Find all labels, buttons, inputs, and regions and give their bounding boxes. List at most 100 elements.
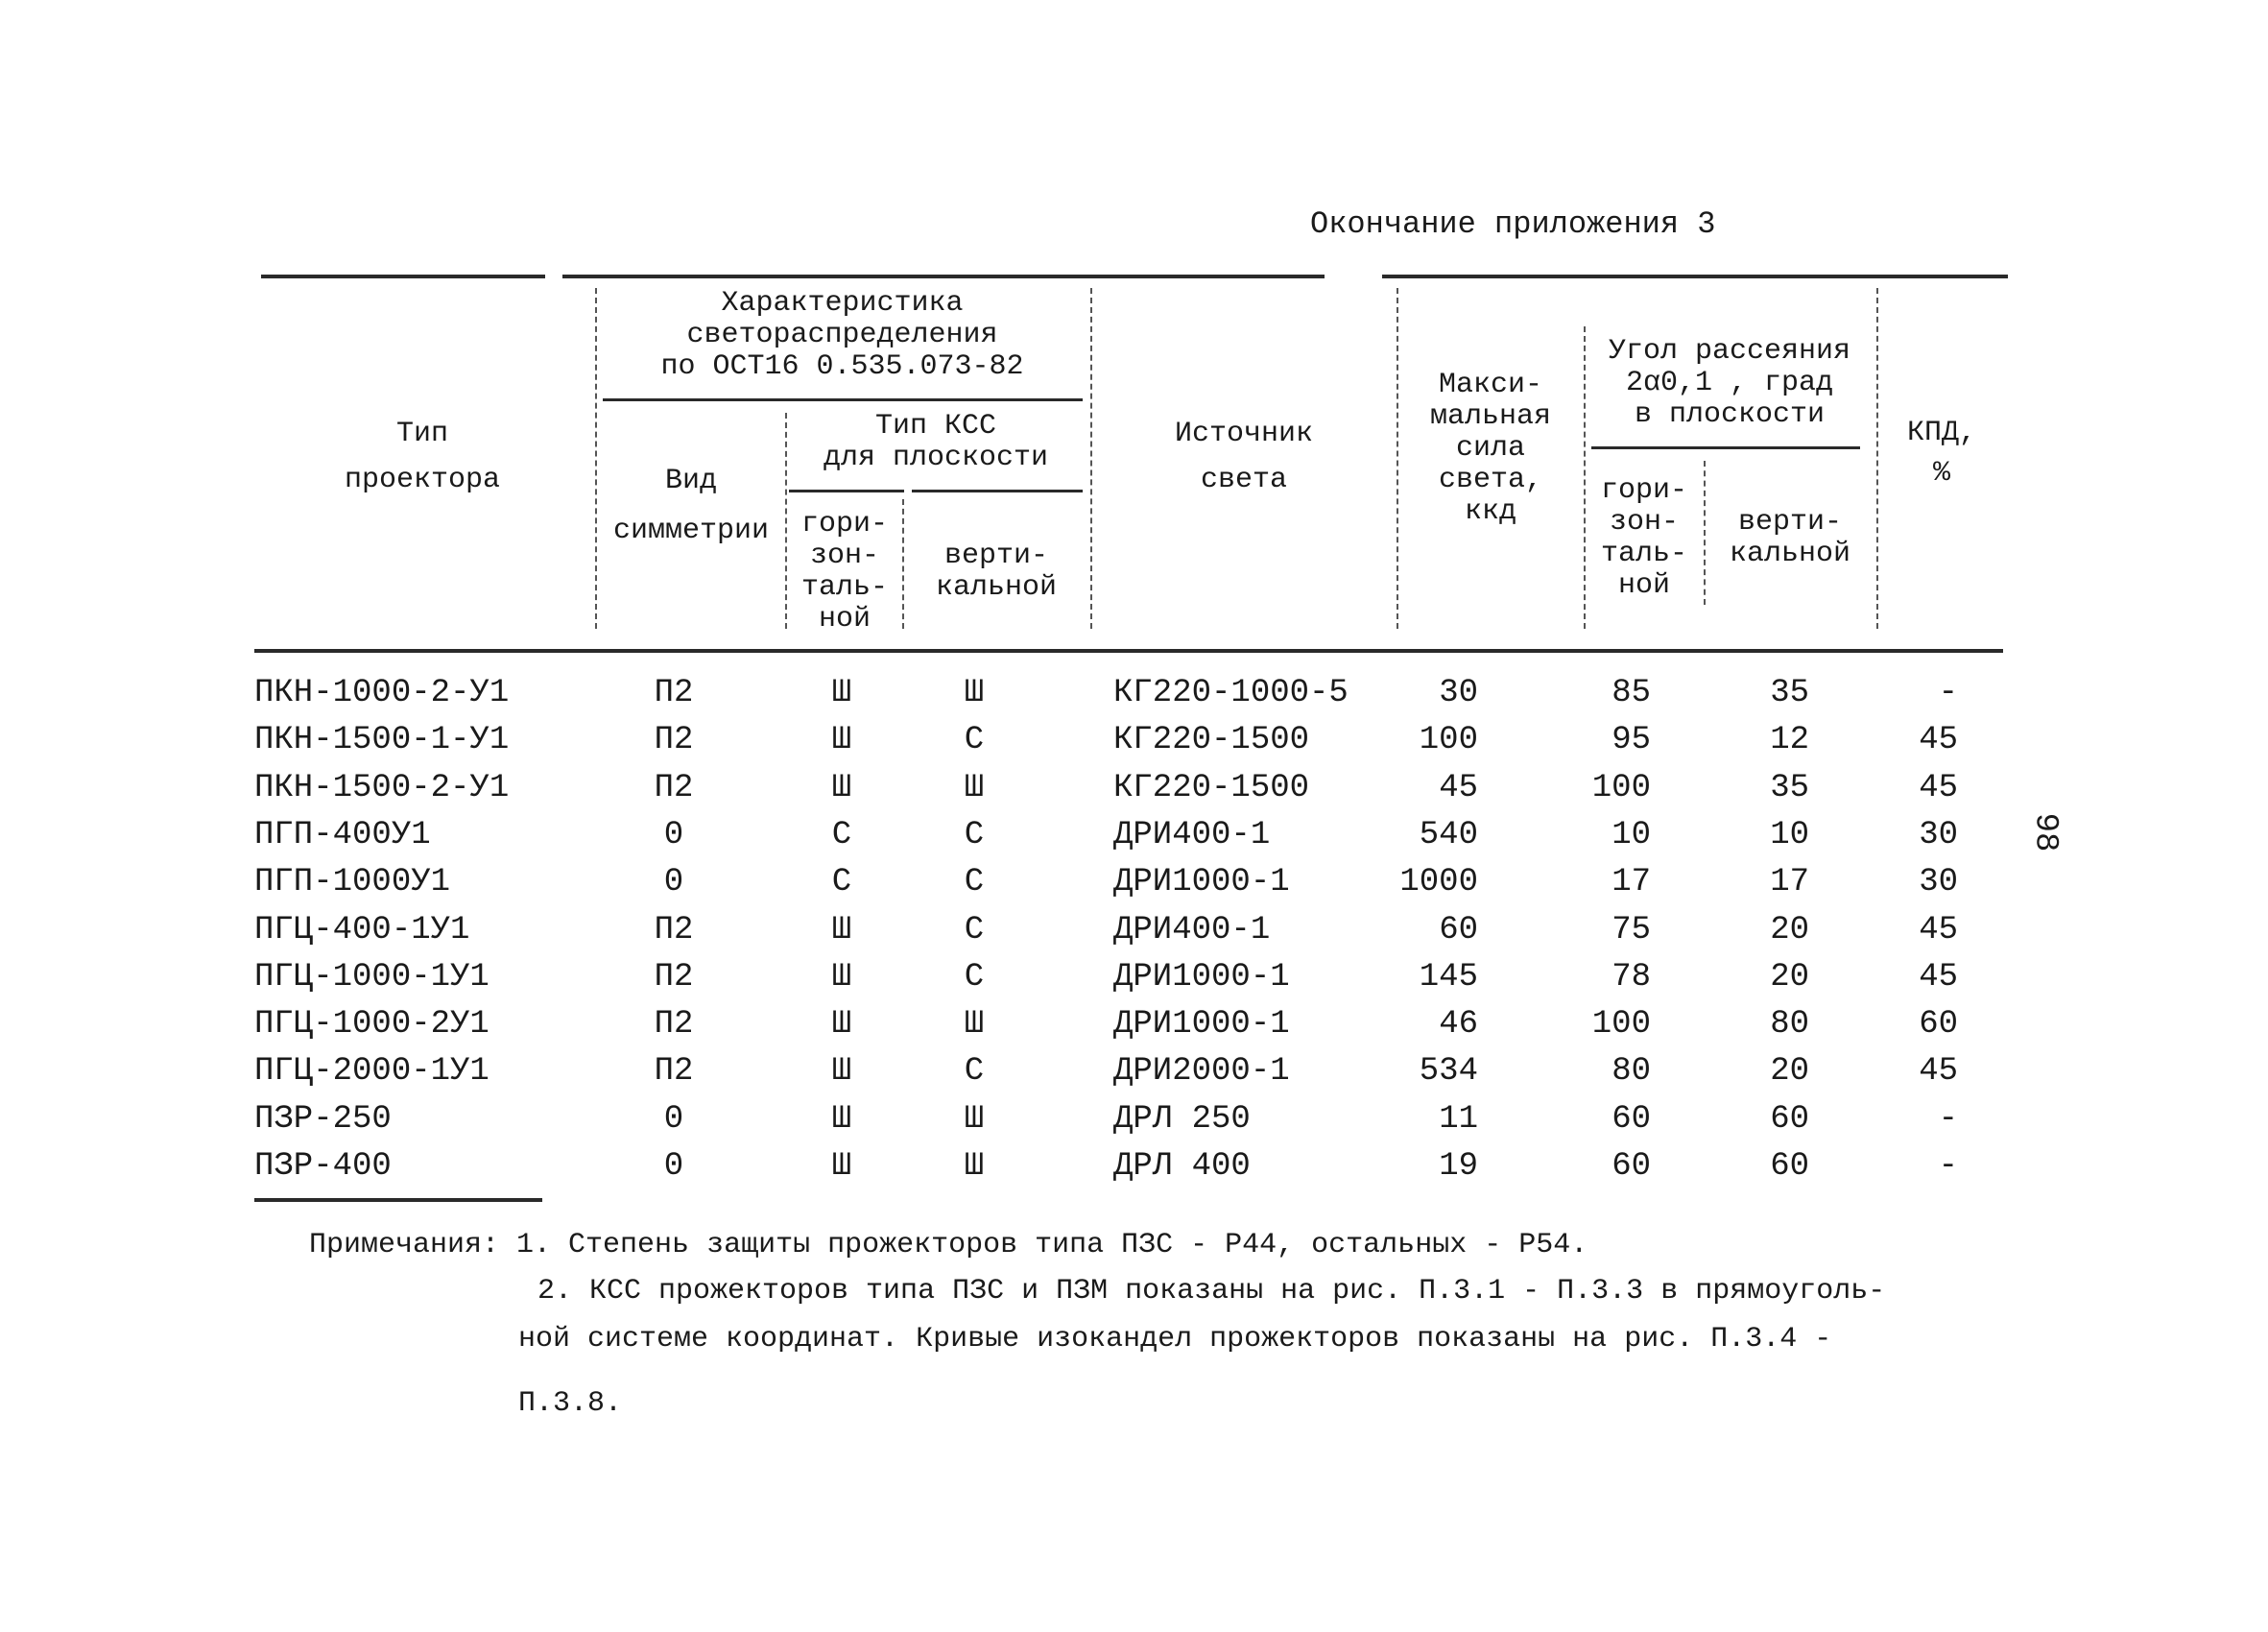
cell-source: КГ220-1500 <box>1113 769 1310 806</box>
cell-source: ДРИ400-1 <box>1113 816 1271 853</box>
cell-kss-v: Ш <box>964 1100 985 1138</box>
cell-source: ДРЛ 250 <box>1113 1100 1251 1138</box>
cell-source: ДРИ400-1 <box>1113 911 1271 948</box>
top-rule <box>261 275 545 278</box>
cell-max: 60 <box>1439 911 1478 948</box>
cell-angle-v: 10 <box>1770 816 1809 853</box>
cell-angle-h: 10 <box>1611 816 1651 853</box>
cell-source: ДРИ1000-1 <box>1113 958 1290 996</box>
cell-max: 46 <box>1439 1006 1478 1044</box>
header-kss-horizontal: гори- зон- таль- ной <box>787 509 902 636</box>
header-line: 2α0,1 , град <box>1625 367 1834 399</box>
cell-symmetry: П2 <box>654 958 694 996</box>
cell-angle-h: 60 <box>1611 1100 1651 1138</box>
cell-symmetry: П2 <box>654 722 694 759</box>
top-rule <box>562 275 1325 278</box>
cell-kpd: 45 <box>1919 769 1958 806</box>
cell-source: ДРИ1000-1 <box>1113 864 1290 901</box>
header-line: симметрии <box>612 515 770 547</box>
cell-kpd: 45 <box>1919 1053 1958 1091</box>
cell-angle-v: 60 <box>1770 1100 1809 1138</box>
header-line: зон- <box>809 540 879 572</box>
cell-kpd: 45 <box>1919 911 1958 948</box>
header-line: ной <box>1617 569 1670 602</box>
column-separator <box>785 413 787 629</box>
cell-angle-h: 85 <box>1611 675 1651 711</box>
page-number: 98 <box>2026 812 2064 852</box>
cell-kss-h: С <box>831 864 852 901</box>
header-line: сила <box>1455 432 1525 465</box>
header-line: кальной <box>935 571 1058 604</box>
header-symmetry: Вид симметрии <box>597 456 785 556</box>
cell-kss-h: Ш <box>831 675 852 711</box>
cell-kss-v: С <box>964 722 985 759</box>
header-line: светораспределения <box>686 319 998 351</box>
cell-angle-v: 20 <box>1770 1053 1809 1091</box>
cell-kss-v: Ш <box>964 675 985 711</box>
cell-kss-v: С <box>964 816 985 853</box>
cell-kss-v: С <box>964 1053 985 1091</box>
cell-symmetry: П2 <box>654 1006 694 1044</box>
cell-kss-v: Ш <box>964 1148 985 1185</box>
header-line: верти- <box>943 540 1049 572</box>
cell-symmetry: 0 <box>663 864 684 901</box>
cell-kss-h: Ш <box>831 1053 852 1091</box>
header-line: % <box>1932 457 1950 490</box>
header-line: Вид <box>664 465 717 497</box>
cell-angle-v: 80 <box>1770 1006 1809 1044</box>
column-separator <box>1876 288 1878 629</box>
cell-kss-v: С <box>964 911 985 948</box>
cell-type: ПКН-1500-2-У1 <box>254 769 510 806</box>
column-separator <box>1584 326 1586 629</box>
cell-kpd: - <box>1938 1100 1958 1138</box>
cell-kss-h: Ш <box>831 1100 852 1138</box>
cell-kpd: 30 <box>1919 816 1958 853</box>
cell-type: ПГЦ-1000-1У1 <box>254 958 489 996</box>
cell-kss-v: Ш <box>964 1006 985 1044</box>
cell-type: ПГП-1000У1 <box>254 864 451 901</box>
cell-symmetry: 0 <box>663 1148 684 1185</box>
top-rule <box>1382 275 2008 278</box>
cell-angle-v: 60 <box>1770 1148 1809 1185</box>
cell-angle-h: 78 <box>1611 958 1651 996</box>
cell-kss-h: Ш <box>831 958 852 996</box>
cell-angle-h: 75 <box>1611 911 1651 948</box>
cell-angle-v: 35 <box>1770 675 1809 711</box>
note-line-4: П.3.8. <box>518 1387 623 1420</box>
cell-kss-v: Ш <box>964 769 985 806</box>
cell-kpd: 45 <box>1919 722 1958 759</box>
cell-source: ДРИ2000-1 <box>1113 1053 1290 1091</box>
header-subrule <box>912 490 1083 492</box>
cell-angle-v: 20 <box>1770 911 1809 948</box>
cell-source: КГ220-1500 <box>1113 722 1310 759</box>
cell-max: 534 <box>1419 1053 1478 1091</box>
header-line: мальная <box>1429 400 1552 433</box>
header-efficiency: КПД, % <box>1879 413 2004 493</box>
header-subrule <box>603 398 1083 401</box>
cell-kpd: - <box>1938 1148 1958 1185</box>
cell-kss-h: Ш <box>831 1006 852 1044</box>
cell-angle-h: 95 <box>1611 722 1651 759</box>
header-subrule <box>1591 446 1860 449</box>
cell-angle-h: 60 <box>1611 1148 1651 1185</box>
cell-symmetry: П2 <box>654 911 694 948</box>
cell-source: ДРЛ 400 <box>1113 1148 1251 1185</box>
header-line: кальной <box>1729 538 1851 570</box>
header-bottom-rule <box>254 649 2003 653</box>
cell-max: 145 <box>1419 958 1478 996</box>
header-angle: Угол рассеяния 2α0,1 , град в плоскости <box>1586 336 1874 431</box>
cell-angle-h: 100 <box>1591 769 1651 806</box>
column-separator <box>1704 461 1706 605</box>
header-line: Тип <box>395 418 448 450</box>
header-subrule <box>789 490 904 492</box>
header-line: гори- <box>1600 474 1687 507</box>
header-line: таль- <box>1600 538 1687 570</box>
column-separator <box>902 499 904 629</box>
header-line: гори- <box>800 508 888 540</box>
cell-symmetry: П2 <box>654 769 694 806</box>
cell-max: 45 <box>1439 769 1478 806</box>
cell-type: ПКН-1000-2-У1 <box>254 675 510 711</box>
cell-kpd: 60 <box>1919 1006 1958 1044</box>
cell-symmetry: П2 <box>654 675 694 711</box>
header-line: Тип КСС <box>874 410 997 443</box>
